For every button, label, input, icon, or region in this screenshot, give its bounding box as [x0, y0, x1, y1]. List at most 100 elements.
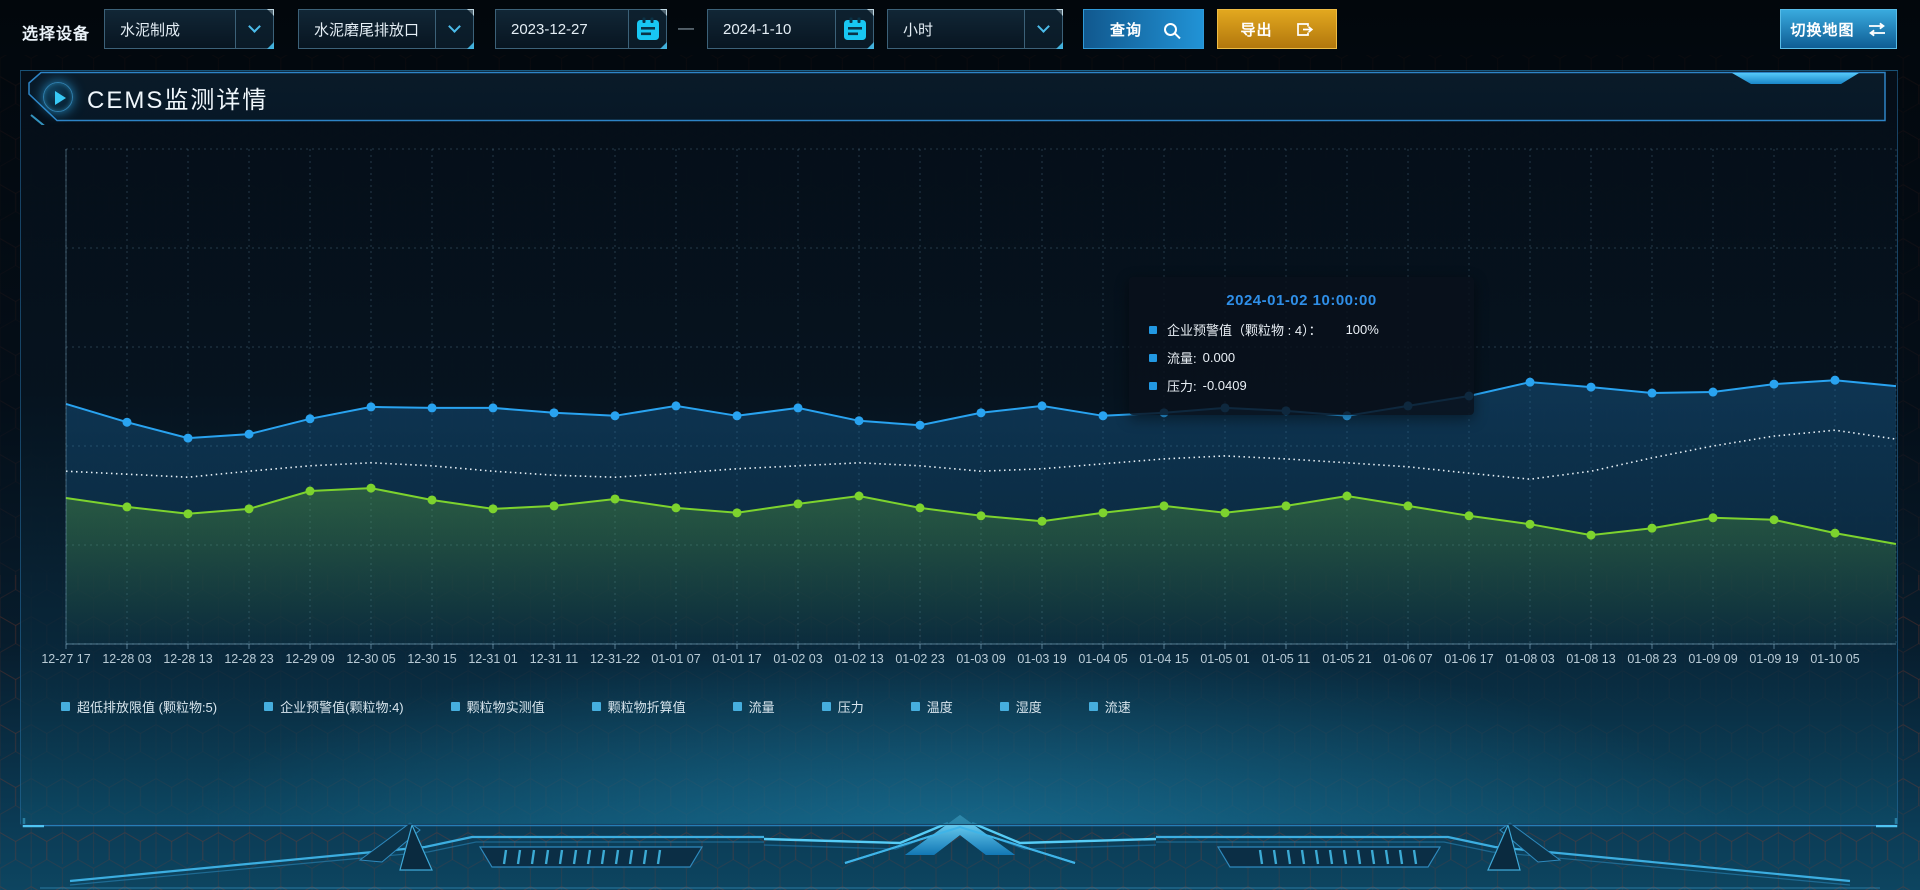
legend-item-label: 颗粒物实测值 — [466, 700, 545, 715]
data-point[interactable] — [427, 403, 437, 413]
x-axis-tick-label: 12-30 15 — [407, 652, 456, 666]
calendar-icon[interactable] — [835, 10, 873, 48]
data-point[interactable] — [915, 420, 925, 430]
export-button[interactable]: 导出 — [1217, 9, 1337, 49]
data-point[interactable] — [671, 503, 681, 513]
data-point[interactable] — [1281, 501, 1291, 511]
device-select-value: 水泥制成 — [120, 21, 181, 39]
data-point[interactable] — [1159, 501, 1169, 511]
export-button-label: 导出 — [1240, 21, 1273, 39]
data-point[interactable] — [244, 504, 254, 514]
data-point[interactable] — [366, 402, 376, 412]
x-axis-tick-label: 01-09 19 — [1749, 652, 1798, 666]
data-point[interactable] — [488, 504, 498, 514]
data-point[interactable] — [1586, 530, 1596, 540]
data-point[interactable] — [1403, 501, 1413, 511]
start-date-input[interactable]: 2023-12-27 — [495, 9, 667, 49]
chevron-down-icon[interactable] — [235, 10, 273, 48]
data-point[interactable] — [427, 495, 437, 505]
device-select[interactable]: 水泥制成 — [104, 9, 274, 49]
calendar-icon[interactable] — [628, 10, 666, 48]
chevron-down-icon[interactable] — [435, 10, 473, 48]
chevron-down-icon[interactable] — [1024, 10, 1062, 48]
data-point[interactable] — [915, 503, 925, 513]
data-point[interactable] — [976, 408, 986, 418]
data-point[interactable] — [1525, 519, 1535, 529]
legend-item[interactable]: 压力 — [821, 697, 864, 716]
data-point[interactable] — [1037, 401, 1047, 411]
data-point[interactable] — [854, 416, 864, 426]
data-point[interactable] — [610, 411, 620, 421]
data-point[interactable] — [183, 509, 193, 519]
data-point[interactable] — [1525, 377, 1535, 387]
tooltip-title: 2024-01-02 10:00:00 — [1226, 292, 1377, 309]
query-button[interactable]: 查询 — [1083, 9, 1204, 49]
data-point[interactable] — [1708, 387, 1718, 397]
data-point[interactable] — [1037, 516, 1047, 526]
data-point[interactable] — [793, 403, 803, 413]
swap-arrows-icon — [1868, 22, 1885, 36]
data-point[interactable] — [1342, 491, 1352, 501]
legend-item[interactable]: 超低排放限值 (颗粒物:5) — [61, 697, 217, 716]
data-point[interactable] — [305, 414, 315, 424]
data-point[interactable] — [671, 401, 681, 411]
data-point[interactable] — [1220, 508, 1230, 518]
data-point[interactable] — [244, 429, 254, 439]
toolbar: 选择设备 水泥制成 水泥磨尾排放口 2023-12-27 — 2024-1-10 — [0, 0, 1920, 58]
data-point[interactable] — [549, 408, 559, 418]
data-point[interactable] — [1586, 382, 1596, 392]
data-point[interactable] — [122, 502, 132, 512]
line-chart[interactable]: 12-27 17 12-28 03 12-28 13 12-28 23 12-29 09… — [21, 71, 1899, 826]
data-point[interactable] — [1769, 379, 1779, 389]
x-axis-tick-label: 01-03 09 — [956, 652, 1005, 666]
legend-marker-icon — [591, 702, 601, 711]
data-point[interactable] — [610, 494, 620, 504]
x-axis-tick-label: 01-05 21 — [1322, 652, 1371, 666]
data-point[interactable] — [793, 499, 803, 509]
data-point[interactable] — [1647, 388, 1657, 398]
data-point[interactable] — [183, 433, 193, 443]
legend-item[interactable]: 流速 — [1088, 697, 1131, 716]
data-point[interactable] — [1830, 528, 1840, 538]
data-point[interactable] — [488, 403, 498, 413]
outlet-select[interactable]: 水泥磨尾排放口 — [298, 9, 474, 49]
legend-item[interactable]: 湿度 — [999, 697, 1042, 716]
switch-map-button[interactable]: 切换地图 — [1780, 9, 1897, 49]
interval-select[interactable]: 小时 — [887, 9, 1063, 49]
x-axis-tick-label: 01-08 03 — [1505, 652, 1554, 666]
tooltip-row: 流量: 0.000 — [1149, 348, 1454, 367]
data-point[interactable] — [305, 486, 315, 496]
legend-item[interactable]: 流量 — [732, 697, 775, 716]
legend-item[interactable]: 企业预警值(颗粒物:4) — [264, 697, 404, 716]
tooltip-row-value: -0.0409 — [1202, 378, 1247, 393]
legend-marker-icon — [450, 702, 460, 711]
data-point[interactable] — [976, 511, 986, 521]
start-date-value: 2023-12-27 — [511, 20, 588, 38]
legend-item[interactable]: 温度 — [910, 697, 953, 716]
x-axis-tick-label: 01-05 01 — [1200, 652, 1249, 666]
data-point[interactable] — [732, 411, 742, 421]
data-point[interactable] — [1830, 375, 1840, 385]
data-point[interactable] — [122, 417, 132, 427]
data-point[interactable] — [1647, 523, 1657, 533]
x-axis-tick-label: 01-08 23 — [1627, 652, 1676, 666]
data-point[interactable] — [1464, 511, 1474, 521]
end-date-value: 2024-1-10 — [723, 20, 792, 38]
data-point[interactable] — [732, 508, 742, 518]
data-point[interactable] — [1098, 411, 1108, 421]
switch-map-label: 切换地图 — [1790, 21, 1855, 39]
data-point[interactable] — [549, 501, 559, 511]
legend-item[interactable]: 颗粒物折算值 — [591, 697, 686, 716]
end-date-input[interactable]: 2024-1-10 — [707, 9, 874, 49]
data-point[interactable] — [1769, 515, 1779, 525]
x-axis-tick-label: 12-31 11 — [530, 652, 578, 666]
legend-item[interactable]: 颗粒物实测值 — [450, 697, 545, 716]
x-axis-tick-label: 01-01 17 — [712, 652, 761, 666]
data-point[interactable] — [854, 491, 864, 501]
data-point[interactable] — [366, 483, 376, 493]
device-select-label: 选择设备 — [22, 26, 91, 43]
data-point[interactable] — [1708, 513, 1718, 523]
legend-item-label: 企业预警值(颗粒物:4) — [280, 700, 404, 715]
data-point[interactable] — [1098, 508, 1108, 518]
panel-titlebar-frame — [28, 71, 1886, 125]
